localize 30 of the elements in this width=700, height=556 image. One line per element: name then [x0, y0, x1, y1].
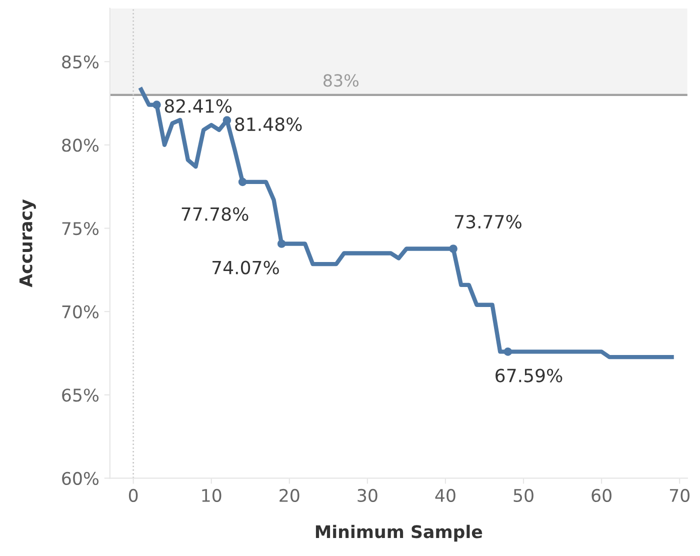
point [238, 178, 247, 186]
x-tick-label: 50 [514, 488, 534, 502]
point [152, 100, 161, 109]
point [449, 244, 458, 253]
y-tick-label: 85% [62, 55, 99, 68]
x-tick-label: 10 [202, 488, 222, 502]
x-tick-label: 70 [670, 488, 690, 502]
data-label: 67.59% [496, 368, 562, 382]
x-tick-label: 40 [435, 488, 456, 502]
y-tick-label: 65% [62, 388, 99, 402]
x-tick-label: 30 [358, 488, 378, 502]
data-label: 73.77% [455, 214, 522, 229]
ref-line-label: 83% [324, 74, 358, 87]
data-label: 74.07% [212, 260, 279, 274]
y-tick-label: 60% [62, 472, 99, 486]
y-tick-label: 75% [62, 222, 99, 236]
line-series [139, 87, 674, 360]
y-tick-label: 70% [62, 305, 99, 318]
x-tick-label: 60 [592, 488, 612, 502]
x-tick-label: 20 [280, 488, 300, 502]
data-label: 77.78% [182, 207, 248, 221]
x-tick-label: 0 [128, 488, 138, 502]
point [277, 240, 286, 248]
y-tick-label: 80% [62, 138, 99, 152]
x-axis-title: Minimum Sample [316, 524, 482, 542]
point [222, 116, 232, 124]
point [504, 348, 512, 356]
data-label: 82.41% [164, 99, 232, 113]
data-label: 81.48% [235, 117, 302, 132]
y-axis-title: Accuracy [19, 199, 36, 288]
